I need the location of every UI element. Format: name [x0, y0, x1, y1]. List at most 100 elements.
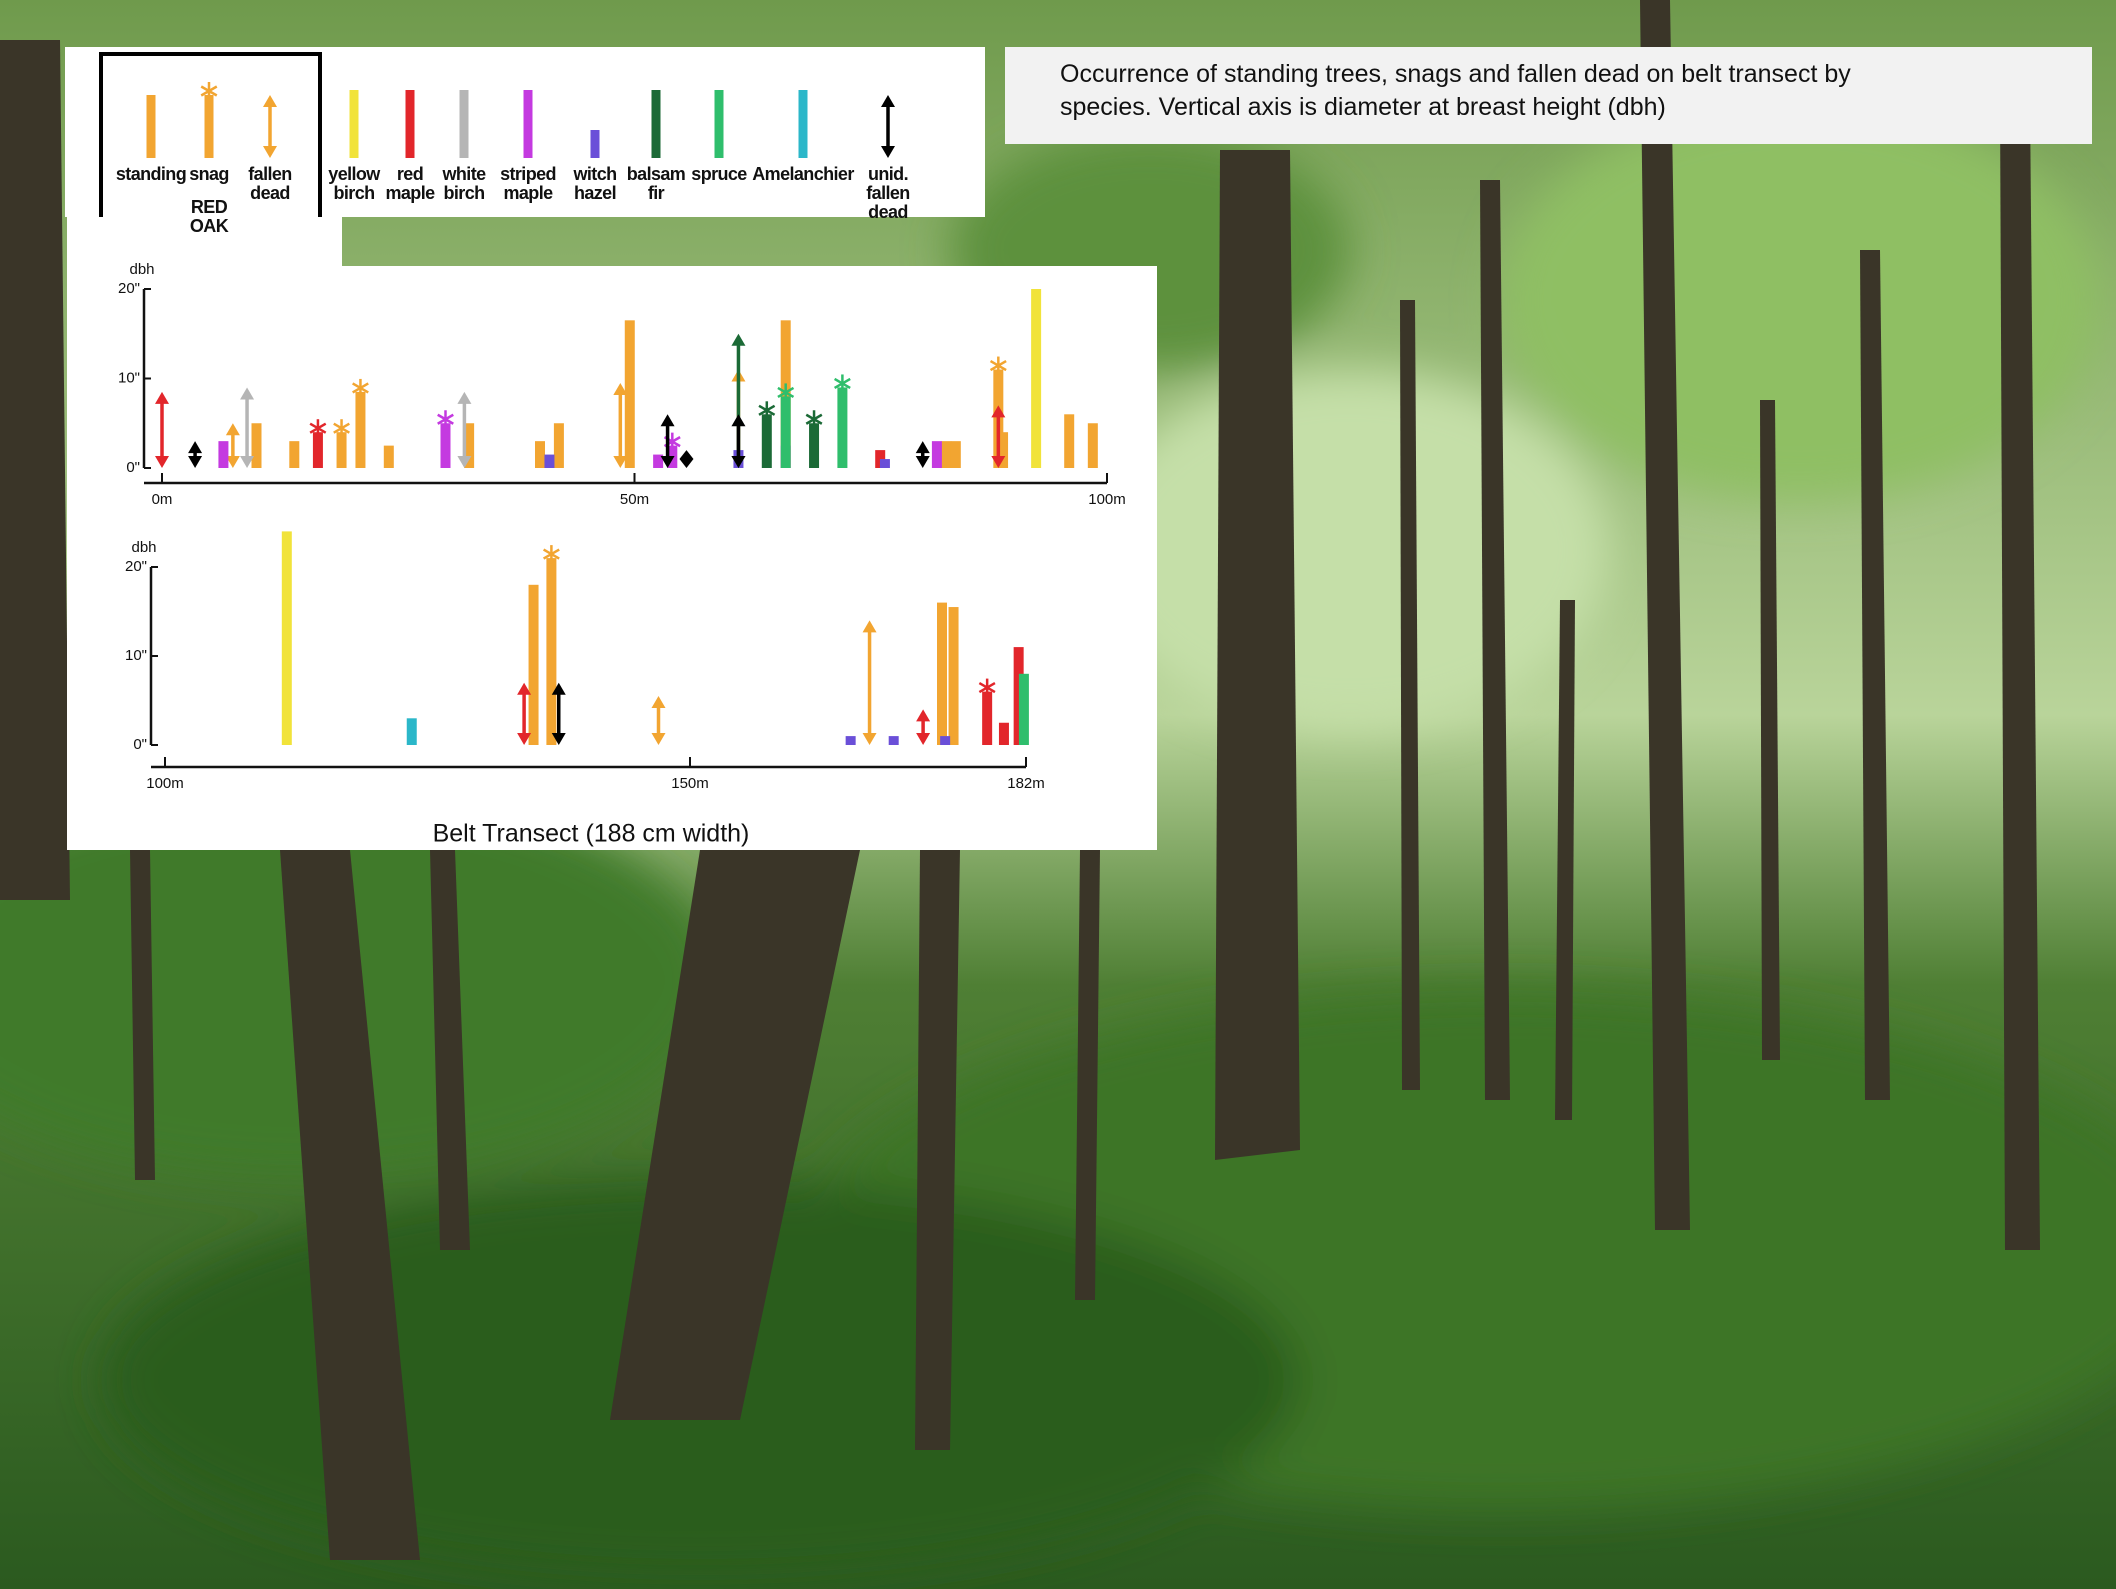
tree-mark [554, 423, 564, 468]
trunk-bar [350, 90, 359, 158]
tree-mark [941, 441, 951, 468]
trunk-bar [932, 441, 942, 468]
y-tick-label: 0" [133, 736, 147, 753]
legend-label: yellow birch [328, 165, 379, 203]
x-tick-label: 150m [671, 775, 709, 792]
legend-icon [350, 90, 359, 158]
legend-icon [799, 90, 808, 158]
trunk-bar [880, 459, 890, 468]
tree-mark [407, 718, 417, 745]
trunk-bar [937, 603, 947, 745]
trunk-bar [941, 441, 951, 468]
y-tick-label: 0" [126, 459, 140, 476]
trunk-bar [460, 90, 469, 158]
trunk-bar [846, 736, 856, 745]
caption: Belt Transect (188 cm width) [433, 820, 750, 848]
trunk-bar [715, 90, 724, 158]
trunk-bar [384, 446, 394, 468]
chart-panel [67, 266, 1157, 850]
tree-mark [951, 441, 961, 468]
trunk-bar [1064, 414, 1074, 468]
trunk-bar [554, 423, 564, 468]
trunk-bar [441, 423, 451, 468]
tree-mark [535, 441, 545, 468]
tree-mark [937, 603, 947, 745]
tree-mark [999, 723, 1009, 745]
tree-mark [625, 320, 635, 468]
legend-label: witch hazel [573, 165, 616, 203]
trunk-bar [313, 432, 323, 468]
legend-label: unid. fallen dead [866, 165, 909, 222]
trunk-bar [524, 90, 533, 158]
trunk-bar [147, 95, 156, 158]
page: Belt Transect (188 cm width) dbh 0" 10" 20"… [0, 0, 2116, 1589]
trunk-bar [1019, 674, 1029, 745]
x-tick-label: 100m [1088, 491, 1126, 508]
trunk-bar [337, 432, 347, 468]
x-tick-label: 182m [1007, 775, 1045, 792]
legend-icon [460, 90, 469, 158]
trunk-bar [252, 423, 262, 468]
x-tick-label: 0m [152, 491, 173, 508]
tree-mark [880, 459, 890, 468]
legend-group-label: RED OAK [190, 198, 228, 236]
legend-label: red maple [385, 165, 434, 203]
trunk-bar [940, 736, 950, 745]
trunk-bar [535, 441, 545, 468]
legend-icon [715, 90, 724, 158]
trunk-bar [949, 607, 959, 745]
trunk-bar [355, 392, 365, 468]
trunk-bar [529, 585, 539, 745]
trunk-bar [982, 692, 992, 745]
tree-mark [218, 441, 228, 468]
trunk-bar [625, 320, 635, 468]
legend-icon [524, 90, 533, 158]
tree-mark [252, 423, 262, 468]
tree-mark [949, 607, 959, 745]
tree-mark [289, 441, 299, 468]
title: Occurrence of standing trees, snags and … [1060, 58, 1940, 124]
tree-mark [1019, 674, 1029, 745]
tree-mark [1031, 289, 1041, 468]
tree-mark [282, 531, 292, 745]
trunk-bar [889, 736, 899, 745]
trunk-bar [544, 455, 554, 468]
trunk-bar [951, 441, 961, 468]
forest-photo: Belt Transect (188 cm width) dbh 0" 10" 20"… [0, 0, 2116, 1589]
legend-icon [591, 130, 600, 158]
tree-mark [889, 736, 899, 745]
trunk-bar [282, 531, 292, 745]
legend-label: white birch [442, 165, 485, 203]
legend-icon [406, 90, 415, 158]
trunk-bar [999, 723, 1009, 745]
trunk-bar [1031, 289, 1041, 468]
trunk-bar [591, 130, 600, 158]
y-tick-label: 20" [118, 280, 140, 297]
legend-label: fallen dead [248, 165, 291, 203]
trunk-bar [289, 441, 299, 468]
trunk-bar [218, 441, 228, 468]
trunk-bar [1088, 423, 1098, 468]
legend-label: spruce [691, 165, 746, 184]
tree-mark [1064, 414, 1074, 468]
legend-label: snag [189, 165, 229, 184]
y-axis-label: dbh [129, 261, 154, 278]
trunk-bar [781, 396, 791, 468]
x-tick-label: 50m [620, 491, 649, 508]
tree-mark [529, 585, 539, 745]
trunk-bar [809, 423, 819, 468]
tree-mark [544, 455, 554, 468]
tree-mark [932, 441, 942, 468]
y-tick-label: 10" [118, 369, 140, 386]
y-tick-label: 10" [125, 647, 147, 664]
legend-label: Amelanchier [752, 165, 853, 184]
trunk-bar [762, 414, 772, 468]
y-tick-label: 20" [125, 558, 147, 575]
trunk-bar [837, 387, 847, 468]
trunk-bar [652, 90, 661, 158]
y-axis-label: dbh [131, 539, 156, 556]
legend-label: balsam fir [627, 165, 685, 203]
trunk-bar [799, 90, 808, 158]
tree-mark [384, 446, 394, 468]
x-tick-label: 100m [146, 775, 184, 792]
